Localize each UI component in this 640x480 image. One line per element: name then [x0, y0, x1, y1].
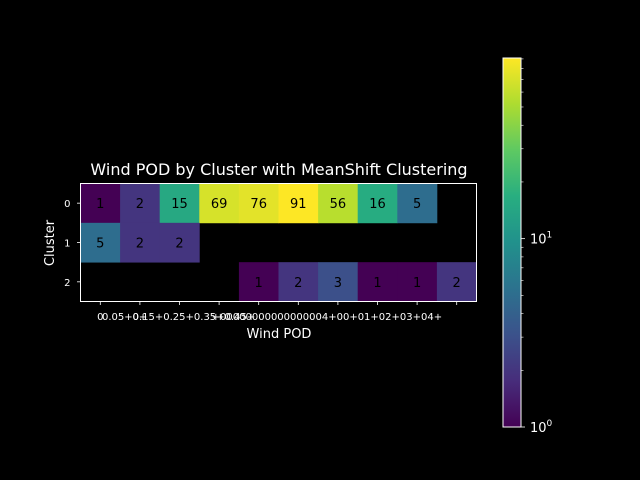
colorbar-ticks: 100 101 [521, 58, 553, 436]
heatmap-cell [357, 183, 398, 224]
heatmap-cell [397, 262, 438, 302]
x-tick-label: 0 [97, 312, 103, 323]
y-tick-label: 2 [64, 278, 70, 289]
cell-value-label: 3 [334, 276, 342, 291]
heatmap-cell [397, 183, 438, 224]
y-axis-label: Cluster [43, 219, 58, 266]
x-tick-label: +00000000000000004+00+01+02+03+04+ [212, 312, 442, 323]
heatmap-cell [318, 262, 359, 302]
cell-value-label: 16 [369, 197, 386, 212]
heatmap-cell [278, 183, 319, 224]
cell-value-label: 56 [330, 197, 347, 212]
heatmap-cell [436, 262, 477, 302]
cell-value-label: 5 [413, 197, 421, 212]
cell-value-label: 91 [290, 197, 307, 212]
cell-value-label: 2 [136, 197, 144, 212]
y-tick-label: 0 [64, 199, 70, 210]
cell-value-label: 69 [211, 197, 228, 212]
cell-value-label: 1 [373, 276, 381, 291]
cell-value-label: 2 [136, 236, 144, 251]
x-tick-label: 0+ [133, 312, 148, 323]
heatmap-cell [159, 183, 200, 224]
heatmap-cell [238, 262, 279, 302]
x-axis-label: Wind POD [247, 327, 312, 342]
cell-value-label: 2 [294, 276, 302, 291]
heatmap-cell-labels: 1 2 15 69 76 91 56 16 5 5 2 2 1 2 3 1 1 2 [96, 197, 461, 291]
colorbar [502, 57, 522, 428]
heatmap-cell [120, 183, 161, 224]
y-tick-label: 1 [64, 238, 70, 249]
x-axis: 0 0+0.05+0.15+0.25+0.35+0.45++00000000000… [97, 301, 458, 323]
cell-value-label: 1 [413, 276, 421, 291]
heatmap-cell [120, 222, 161, 263]
cell-value-label: 15 [171, 197, 188, 212]
cell-value-label: 5 [96, 236, 104, 251]
heatmap-cells [80, 183, 477, 302]
heatmap-cell [80, 222, 121, 263]
colorbar-tick-label: 100 [530, 419, 553, 436]
heatmap-cell [278, 262, 319, 302]
y-axis: 0 1 2 [64, 199, 81, 289]
cell-value-label: 76 [250, 197, 267, 212]
heatmap-cell [80, 183, 121, 224]
cell-value-label: 2 [175, 236, 183, 251]
cell-value-label: 1 [255, 276, 263, 291]
heatmap-cell [357, 262, 398, 302]
heatmap-cell [199, 183, 240, 224]
cell-value-label: 2 [453, 276, 461, 291]
heatmap-cell [238, 183, 279, 224]
colorbar-tick-label: 101 [530, 231, 552, 248]
chart-title: Wind POD by Cluster with MeanShift Clust… [90, 160, 467, 179]
heatmap-cell [318, 183, 359, 224]
cell-value-label: 1 [96, 197, 104, 212]
heatmap-cell [159, 222, 200, 263]
x-tick-label: 0.05+0.15+0.25+0.35+0.45+ [102, 312, 255, 323]
